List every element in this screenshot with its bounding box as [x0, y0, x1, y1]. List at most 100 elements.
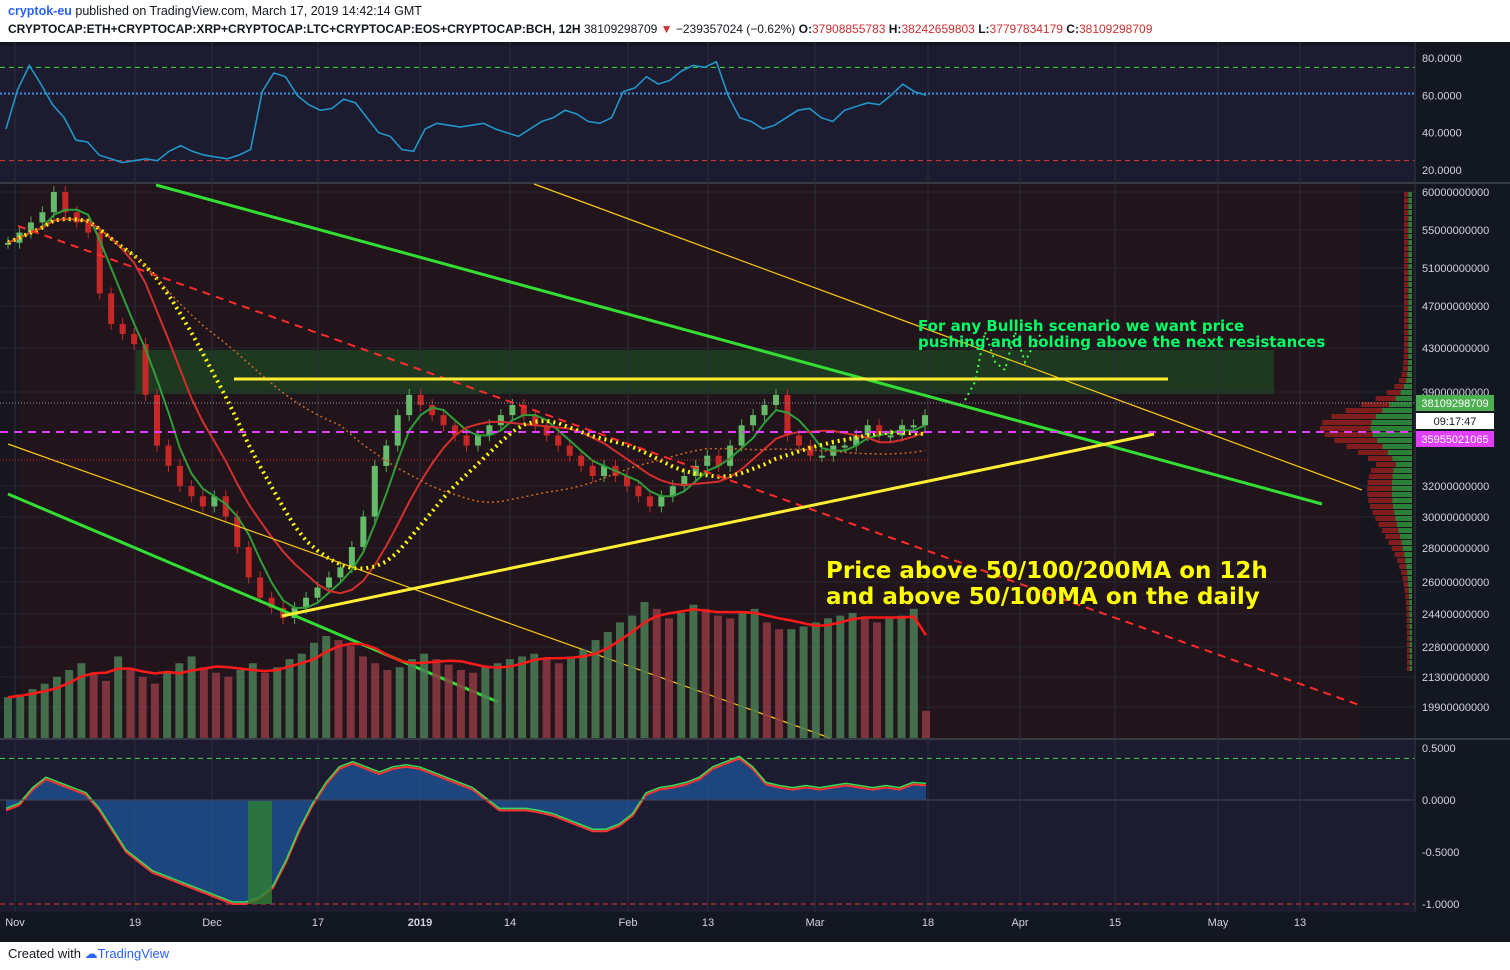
candle-body	[119, 323, 126, 334]
x-axis-tick-label: 15	[1109, 917, 1121, 929]
volume-profile-bar	[1398, 528, 1412, 533]
footer: Created with ☁TradingView	[0, 942, 1510, 970]
candle-body	[131, 334, 138, 345]
low-value: 37797834179	[989, 22, 1063, 36]
tradingview-logo-icon[interactable]: ☁	[84, 946, 98, 961]
volume-profile-bar	[1409, 642, 1412, 647]
volume-profile-bar	[1408, 270, 1412, 275]
candle-body	[27, 222, 34, 233]
tradingview-brand[interactable]: TradingView	[97, 946, 170, 961]
volume-bar	[530, 653, 539, 738]
volume-profile-bar	[1404, 588, 1409, 593]
volume-profile-bar	[1392, 474, 1412, 479]
candle-body	[429, 405, 436, 416]
candle-body	[303, 597, 310, 608]
candle-body	[211, 496, 218, 507]
volume-profile-bar	[1408, 222, 1412, 227]
price-ytick-label: 51000000000	[1422, 263, 1489, 275]
volume-bar	[285, 659, 294, 738]
volume-profile-bar	[1408, 348, 1412, 353]
volume-profile-bar	[1404, 216, 1409, 221]
candle-body	[750, 415, 757, 426]
volume-profile-bar	[1409, 636, 1412, 641]
candle-body	[578, 455, 585, 466]
volume-profile-bar	[1403, 360, 1409, 365]
ma-short-green	[7, 208, 926, 609]
volume-bar	[16, 694, 25, 738]
macd-ytick-label: 0.5000	[1422, 743, 1456, 755]
candle-body	[635, 486, 642, 497]
chart-svg[interactable]: 80.0000 60.0000 40.0000 20.0000 60000000000 5…	[0, 42, 1510, 942]
volume-bar	[554, 663, 563, 738]
volume-profile-bar	[1406, 654, 1410, 659]
volume-profile-bar	[1408, 234, 1412, 239]
rsi-ytick-label: 20.0000	[1422, 165, 1462, 177]
volume-profile-bar	[1404, 210, 1409, 215]
volume-bar	[579, 649, 588, 738]
volume-profile-bar	[1408, 318, 1412, 323]
volume-profile-bar	[1409, 618, 1412, 623]
volume-profile-bar	[1402, 546, 1412, 551]
candle-body	[188, 486, 195, 497]
candle-body	[394, 415, 401, 446]
volume-profile-bar	[1372, 510, 1395, 515]
volume-profile-bar	[1404, 258, 1409, 263]
volume-profile-bar	[1408, 294, 1412, 299]
volume-profile-bar	[1404, 552, 1412, 557]
volume-bar	[505, 659, 514, 738]
volume-profile-bar	[1408, 342, 1412, 347]
volume-profile-bar	[1406, 630, 1410, 635]
candle-body	[73, 212, 80, 223]
volume-profile-bar	[1389, 402, 1412, 407]
candle-body	[738, 425, 745, 446]
high-value: 38242659803	[901, 22, 975, 36]
chart-area[interactable]: 80.0000 60.0000 40.0000 20.0000 60000000000 5…	[0, 42, 1510, 942]
volume-bar	[518, 656, 527, 738]
candle-body	[199, 496, 206, 507]
volume-bar	[126, 670, 135, 738]
candle-body	[108, 293, 115, 324]
candle-body	[360, 516, 367, 547]
volume-profile-bar	[1382, 444, 1412, 449]
macd-green-block	[248, 801, 272, 904]
volume-profile-bar	[1403, 330, 1409, 335]
volume-profile-bar	[1409, 660, 1412, 665]
volume-bar	[248, 663, 257, 738]
volume-profile-bar	[1404, 246, 1409, 251]
volume-bar	[848, 612, 857, 738]
volume-profile-bar	[1405, 600, 1410, 605]
volume-bar	[358, 656, 367, 738]
volume-profile-bar	[1408, 198, 1412, 203]
change-value: −239357024 (−0.62%)	[675, 22, 796, 36]
author-link[interactable]: cryptok-eu	[8, 4, 72, 18]
volume-profile-bar	[1393, 468, 1412, 473]
volume-bar	[628, 615, 637, 738]
volume-bar	[689, 604, 698, 738]
volume-profile-bar	[1409, 630, 1412, 635]
rsi-ytick-label: 80.0000	[1422, 53, 1462, 65]
volume-profile-bar	[1407, 372, 1412, 377]
volume-profile-bar	[1386, 390, 1401, 395]
volume-bar	[346, 645, 355, 738]
volume-bar	[322, 636, 331, 738]
volume-bar	[65, 670, 74, 738]
volume-profile-bar	[1406, 612, 1410, 617]
volume-bar	[885, 618, 894, 738]
candle-body	[772, 394, 779, 405]
volume-profile-bar	[1385, 534, 1401, 539]
candle-body	[727, 445, 734, 466]
candle-body	[784, 394, 791, 436]
volume-bar	[909, 608, 918, 738]
volume-profile-bar	[1400, 534, 1412, 539]
volume-ma-line	[7, 608, 928, 699]
volume-profile-bar	[1409, 666, 1412, 671]
high-label: H:	[888, 22, 902, 36]
volume-profile-bar	[1375, 414, 1412, 419]
volume-profile-bar	[1398, 378, 1407, 383]
volume-profile-bar	[1392, 456, 1412, 461]
candle-body	[234, 516, 241, 547]
volume-profile-bar	[1406, 564, 1412, 569]
publish-text: published on TradingView.com, March 17, …	[71, 4, 422, 18]
candle-body	[566, 445, 573, 456]
volume-bar	[4, 697, 12, 738]
